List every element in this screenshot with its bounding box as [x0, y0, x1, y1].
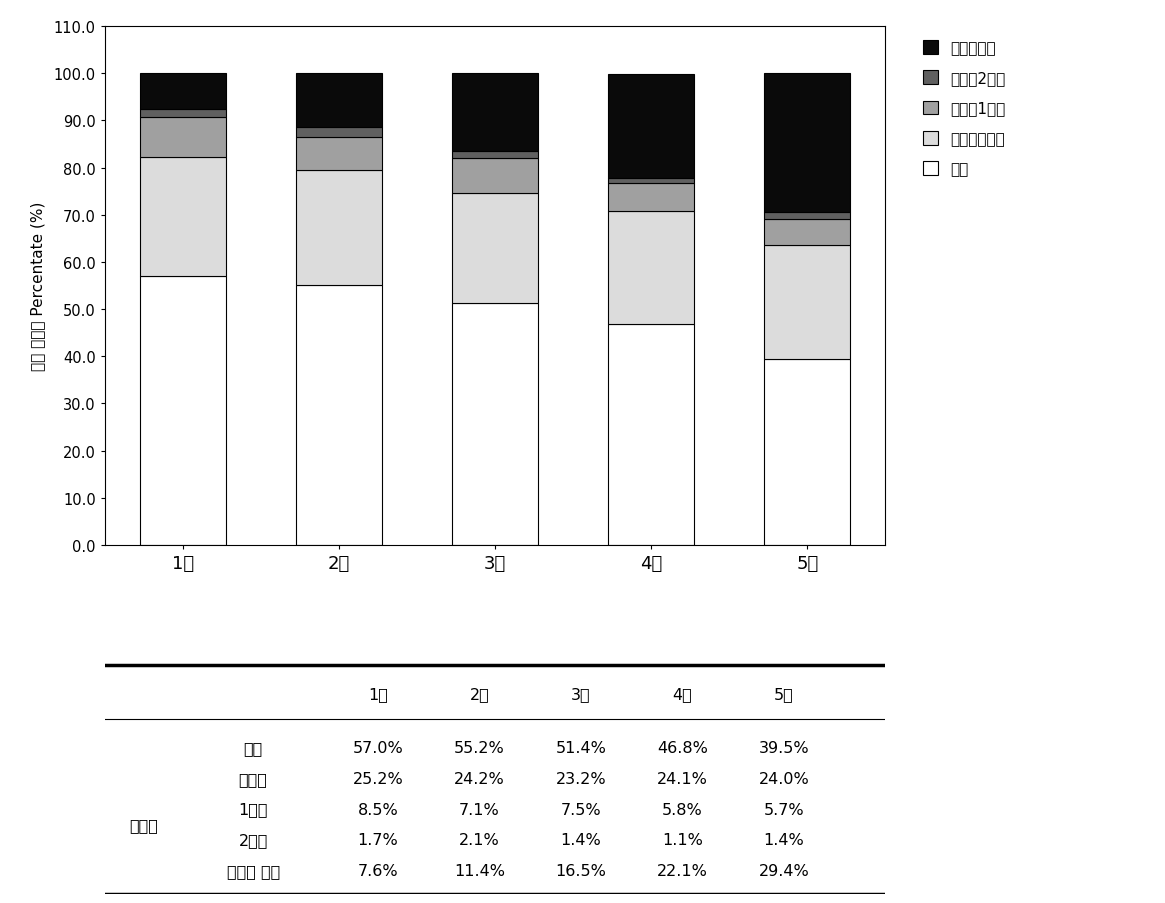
Bar [608, 179, 694, 184]
Text: 1.4%: 1.4% [763, 833, 804, 847]
Text: 22.1%: 22.1% [657, 863, 708, 878]
Bar [764, 359, 850, 545]
Text: 7.6%: 7.6% [358, 863, 398, 878]
Text: 24.1%: 24.1% [657, 771, 708, 786]
Text: 전단계: 전단계 [239, 771, 268, 786]
Text: 51.4%: 51.4% [556, 740, 607, 756]
Text: 3기: 3기 [571, 686, 591, 702]
Bar [764, 247, 850, 359]
Bar [296, 74, 382, 128]
Text: 5.7%: 5.7% [763, 802, 804, 816]
Bar [452, 194, 538, 303]
Legend: 혁압약복용, 고혁압2단계, 고혁압1단계, 고혁압전단계, 정상: 혁압약복용, 고혁압2단계, 고혁압1단계, 고혁압전단계, 정상 [917, 34, 1011, 183]
Text: 46.8%: 46.8% [657, 740, 708, 756]
Bar [452, 152, 538, 159]
Bar [296, 128, 382, 138]
Text: 24.0%: 24.0% [758, 771, 810, 786]
Text: 1단계: 1단계 [239, 802, 268, 816]
Text: 1.1%: 1.1% [662, 833, 702, 847]
Bar [764, 219, 850, 247]
Text: 29.4%: 29.4% [758, 863, 810, 878]
Text: 11.4%: 11.4% [454, 863, 504, 878]
Bar [296, 138, 382, 172]
Text: 1.4%: 1.4% [560, 833, 601, 847]
Text: 5기: 5기 [774, 686, 793, 702]
Bar [140, 74, 226, 110]
Text: 4기: 4기 [672, 686, 692, 702]
Text: 16.5%: 16.5% [556, 863, 607, 878]
Text: 1기: 1기 [368, 686, 388, 702]
Text: 7.5%: 7.5% [560, 802, 601, 816]
Bar [608, 325, 694, 545]
Text: 정상: 정상 [243, 740, 263, 756]
Y-axis label: 혁압 단계별 Percentate (%): 혁압 단계별 Percentate (%) [30, 201, 45, 371]
Bar [452, 303, 538, 545]
Text: 7.1%: 7.1% [459, 802, 500, 816]
Text: 23.2%: 23.2% [556, 771, 606, 786]
Text: 57.0%: 57.0% [353, 740, 403, 756]
Text: 8.5%: 8.5% [358, 802, 398, 816]
Text: 고혁압: 고혁압 [129, 817, 158, 832]
Text: 39.5%: 39.5% [758, 740, 810, 756]
Text: 2.1%: 2.1% [459, 833, 500, 847]
Bar [140, 110, 226, 118]
Bar [608, 211, 694, 325]
Text: 5.8%: 5.8% [662, 802, 702, 816]
Text: 24.2%: 24.2% [454, 771, 504, 786]
Bar [452, 74, 538, 152]
Text: 25.2%: 25.2% [353, 771, 403, 786]
Bar [140, 158, 226, 277]
Text: 혁압약 복용: 혁압약 복용 [226, 863, 280, 878]
Bar [452, 159, 538, 194]
Text: 2기: 2기 [469, 686, 489, 702]
Text: 55.2%: 55.2% [454, 740, 504, 756]
Bar [764, 74, 850, 213]
Text: 1.7%: 1.7% [358, 833, 398, 847]
Text: 2단계: 2단계 [239, 833, 268, 847]
Bar [296, 285, 382, 545]
Bar [764, 213, 850, 219]
Bar [608, 184, 694, 211]
Bar [140, 277, 226, 545]
Bar [608, 75, 694, 179]
Bar [296, 172, 382, 285]
Bar [140, 118, 226, 158]
